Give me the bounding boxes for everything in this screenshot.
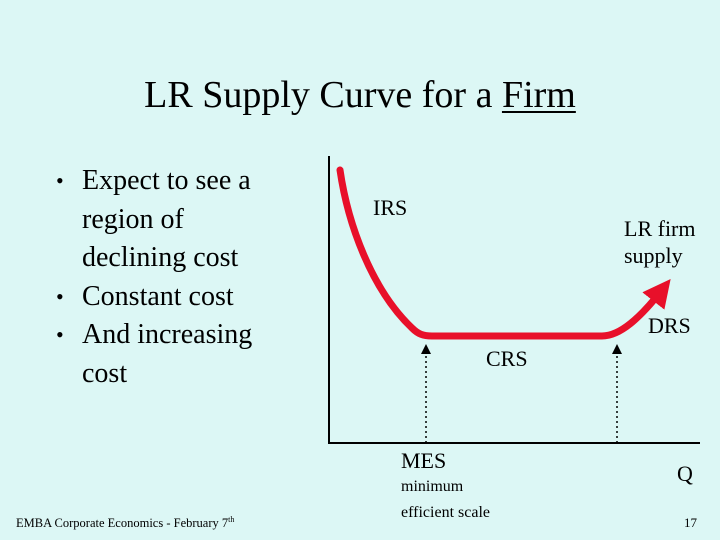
- bullet-item: Expect to see a region of declining cost: [52, 162, 292, 278]
- bullet-list: Expect to see a region of declining cost…: [52, 162, 292, 393]
- title-emphasis: Firm: [501, 74, 576, 116]
- bullet-item: Constant cost: [52, 278, 292, 317]
- curve-label-line1: LR firm: [624, 216, 696, 241]
- footer-superscript: th: [228, 515, 235, 524]
- mes-label: MES: [401, 448, 447, 473]
- mes-arrowhead: [421, 344, 431, 354]
- drs-label: DRS: [648, 313, 691, 338]
- drs-start-arrowhead: [612, 344, 622, 354]
- slide-title: LR Supply Curve for a Firm: [0, 72, 720, 118]
- axes: [328, 156, 700, 444]
- title-prefix: LR Supply Curve for a: [144, 74, 502, 116]
- bullet-item: And increasing cost: [52, 316, 292, 393]
- crs-label: CRS: [486, 346, 528, 371]
- x-axis-label: Q: [677, 461, 693, 486]
- footer-main: EMBA Corporate Economics - February 7: [16, 516, 229, 531]
- mes-sub-line2: efficient scale: [401, 504, 490, 521]
- lr-supply-curve: [336, 166, 671, 340]
- irs-label: IRS: [373, 195, 408, 220]
- page-number: 17: [684, 515, 697, 530]
- curve-label-line2: supply: [624, 243, 683, 268]
- footer-text: EMBA Corporate Economics - February 7th: [16, 515, 234, 531]
- mes-sub-line1: minimum: [401, 478, 464, 495]
